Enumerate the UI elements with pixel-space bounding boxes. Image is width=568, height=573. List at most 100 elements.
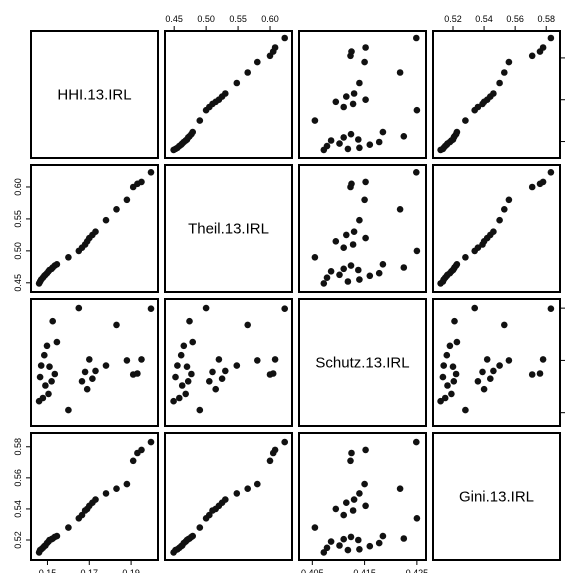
data-point	[400, 133, 408, 140]
data-point	[474, 244, 482, 251]
data-point	[379, 128, 387, 136]
data-point	[344, 546, 352, 554]
data-point	[42, 382, 49, 389]
data-point	[311, 524, 319, 531]
data-point	[332, 505, 340, 513]
data-point	[336, 140, 343, 147]
panel-hhi-13-irl-vs-schutz-13-irl	[298, 30, 427, 159]
data-point	[344, 278, 352, 285]
data-point	[490, 228, 497, 235]
data-point	[43, 342, 51, 350]
data-point	[311, 253, 319, 261]
data-point	[396, 485, 404, 493]
data-point	[356, 546, 363, 553]
data-point	[349, 507, 357, 514]
data-point	[129, 457, 137, 465]
data-point	[45, 390, 52, 398]
data-point	[65, 406, 72, 414]
data-point	[92, 228, 99, 235]
data-point	[539, 356, 547, 363]
x-tick-label: 0.58	[537, 14, 555, 24]
data-point	[189, 128, 196, 136]
y-tick-label: 0.56	[13, 469, 23, 487]
data-point	[320, 280, 328, 287]
data-point	[400, 535, 408, 542]
data-point	[89, 375, 96, 383]
data-point	[102, 490, 110, 497]
panel-schutz-13-irl-vs-theil-13-irl	[164, 298, 293, 427]
data-point	[244, 321, 251, 329]
panel-theil-13-irl-vs-gini-13-irl	[432, 164, 561, 293]
data-point	[253, 58, 261, 66]
data-point	[439, 373, 447, 381]
data-point	[147, 438, 155, 446]
data-point	[186, 317, 193, 325]
data-point	[182, 390, 189, 398]
data-point	[340, 535, 348, 543]
x-tick-label: 0.15	[39, 568, 57, 573]
data-point	[539, 44, 547, 51]
panel-frame	[432, 30, 561, 159]
data-point	[75, 304, 83, 312]
data-point	[361, 196, 368, 204]
data-point	[138, 178, 145, 186]
data-point	[366, 141, 374, 148]
data-point	[336, 271, 343, 279]
panel-frame	[30, 164, 159, 293]
data-point	[327, 268, 335, 275]
data-point	[528, 52, 536, 60]
data-point	[448, 390, 455, 398]
data-point	[490, 367, 497, 375]
data-point	[177, 351, 185, 359]
data-point	[547, 305, 555, 313]
panel-frame	[164, 30, 293, 159]
x-tick-label: 0.19	[122, 568, 140, 573]
x-tick-label: 0.45	[165, 14, 183, 24]
data-point	[375, 269, 383, 277]
y-tick-label: 0.55	[13, 210, 23, 228]
data-point	[344, 145, 352, 153]
data-point	[281, 34, 289, 42]
data-point	[271, 356, 279, 363]
data-point	[53, 338, 61, 346]
panel-frame	[164, 164, 293, 293]
data-point	[196, 406, 204, 414]
panel-frame	[432, 164, 561, 293]
data-point	[253, 480, 261, 488]
data-point	[453, 128, 461, 136]
data-point	[343, 231, 350, 239]
data-point	[349, 100, 357, 108]
data-point	[86, 356, 93, 363]
data-point	[496, 216, 503, 224]
data-point	[536, 370, 544, 377]
data-point	[539, 178, 547, 186]
data-point	[269, 370, 277, 377]
data-point	[92, 367, 99, 375]
data-point	[413, 515, 421, 522]
x-tick-label: 0.54	[475, 14, 493, 24]
data-point	[343, 499, 350, 507]
data-point	[474, 378, 482, 385]
data-point	[490, 90, 497, 97]
data-point	[347, 457, 354, 465]
data-point	[222, 367, 229, 375]
data-point	[323, 274, 331, 282]
variable-label-theil-13-irl: Theil.13.IRL	[188, 221, 269, 238]
data-point	[202, 304, 210, 312]
data-point	[244, 69, 251, 76]
data-point	[440, 362, 448, 369]
data-point	[361, 480, 368, 488]
data-point	[379, 532, 387, 540]
data-point	[113, 206, 120, 213]
data-point	[244, 485, 251, 493]
x-tick-label: 0.56	[506, 14, 524, 24]
data-point	[413, 34, 420, 42]
data-point	[196, 524, 204, 531]
data-point	[233, 490, 241, 497]
data-point	[176, 394, 183, 402]
data-point	[348, 48, 355, 55]
data-point	[340, 244, 348, 251]
data-point	[102, 362, 110, 369]
data-point	[350, 496, 358, 503]
data-point	[483, 356, 491, 363]
